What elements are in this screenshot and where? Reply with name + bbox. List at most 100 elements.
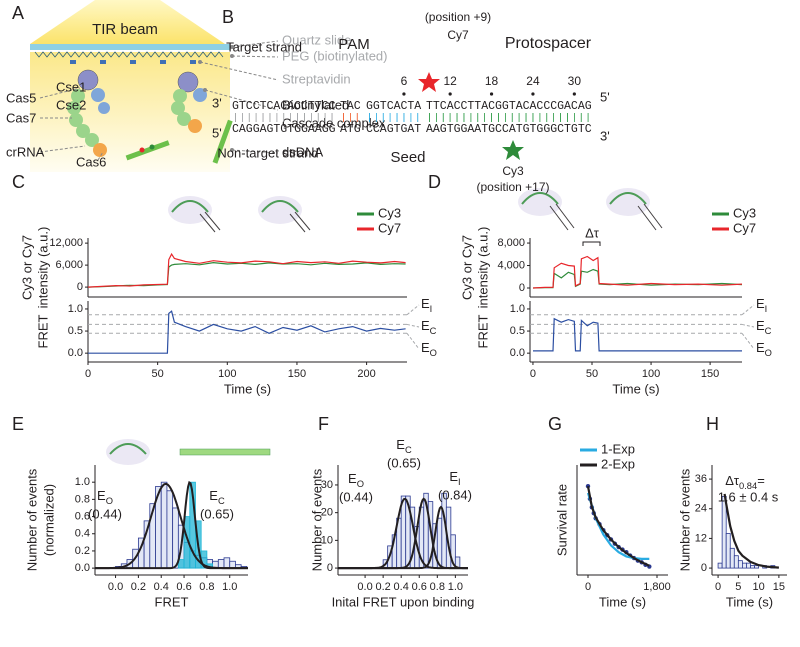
x-tick-label: 0 [585, 581, 591, 593]
sequence: ATG [340, 123, 361, 136]
protein-label: Cse1 [56, 79, 86, 94]
protein-label: Cas7 [6, 110, 36, 125]
x-axis-label: Inital FRET upon binding [332, 594, 475, 609]
streptavidin [70, 60, 196, 64]
panel-label: G [548, 414, 562, 434]
sequence: TAC [340, 100, 361, 113]
x-tick-label: 0.6 [176, 581, 191, 593]
fit-annotation-part: 0.84 [739, 481, 757, 491]
panel-label: H [706, 414, 719, 434]
x-tick-label: 0.2 [375, 581, 390, 593]
histogram-bar [717, 562, 723, 569]
y-tick-label: 30 [321, 479, 333, 491]
y-axis-label: FRET [475, 314, 490, 348]
x-tick-label: 0 [530, 368, 536, 380]
y-tick-label: 0.5 [68, 325, 83, 337]
y-axis-label: Survival rate [554, 484, 569, 556]
legend-label: 2-Exp [601, 456, 635, 471]
histogram-bar [725, 533, 731, 569]
protein-label: Cas5 [6, 90, 36, 105]
right-label: Biotinylated [282, 97, 349, 112]
peak-label-part: C [405, 445, 412, 455]
gaussian-fit [338, 505, 468, 570]
reference-leader [741, 304, 755, 316]
quartz-slide [30, 44, 230, 50]
position-number: 24 [526, 74, 540, 88]
panel-label: E [12, 414, 24, 434]
histogram-bar [754, 565, 760, 569]
peak-label-part: E [396, 437, 405, 452]
y-tick-label: 0 [77, 281, 83, 293]
fit-curve [723, 493, 779, 569]
cy7-star [418, 72, 440, 92]
position-dot [531, 92, 535, 96]
right-label: PEG (biotinylated) [282, 48, 388, 63]
x-axis-label: FRET [155, 594, 189, 609]
peg-layer [34, 51, 224, 58]
peak-label: EI [449, 469, 460, 487]
position-number: 18 [485, 74, 499, 88]
peak-value: (0.65) [387, 455, 421, 470]
y-tick-label: 12,000 [49, 237, 83, 249]
y-tick-label: 0.2 [75, 545, 90, 557]
x-tick-label: 0 [85, 368, 91, 380]
trace [532, 255, 743, 289]
x-tick-label: 1.0 [222, 581, 237, 593]
y-tick-label: 0 [519, 282, 525, 294]
right-label: Quartz slide [282, 32, 351, 47]
panel-label: F [318, 414, 329, 434]
peak-label-part: C [218, 496, 225, 506]
histogram-bar [721, 495, 727, 569]
sequence: GGTCACTA [366, 100, 421, 113]
histogram-bar [733, 555, 739, 569]
leader-dots [198, 45, 234, 152]
histogram-bar [750, 565, 755, 569]
histogram-bar [217, 559, 225, 569]
reference-label-part: I [765, 304, 768, 314]
fit-curve [586, 485, 650, 567]
x-tick-label: 50 [586, 368, 598, 380]
y-axis-label: Number of events [309, 468, 324, 571]
dsdna [125, 119, 233, 164]
sequence: GTCCTCACACCTTCC [232, 100, 336, 113]
histogram-bar [729, 547, 735, 569]
peak-value: (0.44) [339, 489, 373, 504]
reference-label-part: I [430, 304, 433, 314]
complex-cartoons [106, 188, 663, 465]
position-number: 30 [568, 74, 582, 88]
reference-label-part: E [756, 296, 765, 311]
right-label: Streptavidin [282, 71, 351, 86]
panel-label: C [12, 172, 25, 192]
fit-annotation: Δτ0.84= [725, 473, 765, 491]
strand-end: 5' [600, 89, 610, 104]
x-tick-label: 0.4 [394, 581, 409, 593]
y-axis-label: Number of events [677, 468, 692, 571]
tir-beam [30, 0, 225, 44]
x-tick-label: 100 [218, 368, 236, 380]
cascade-complex [67, 69, 207, 157]
strand-end: 3' [212, 95, 222, 110]
y-tick-label: 1.0 [75, 476, 90, 488]
fit-annotation-part: Δτ [725, 473, 740, 488]
trace [87, 252, 406, 288]
peak-label-part: E [97, 488, 106, 503]
trace [533, 317, 742, 352]
peak-label-part: O [357, 479, 364, 489]
histogram-bar [737, 560, 743, 569]
legend-label: Cy3 [378, 205, 401, 220]
reference-label-part: O [430, 348, 437, 358]
y-axis-label: (normalized) [41, 484, 56, 556]
y-tick-label: 0.0 [510, 347, 525, 359]
reference-leader [741, 323, 755, 328]
histogram-bar [166, 490, 174, 569]
y-axis-label: intensity (a.u.) [35, 227, 50, 309]
x-tick-label: 150 [288, 368, 306, 380]
y-axis-label: Number of events [24, 468, 39, 571]
histogram-bar [746, 562, 751, 569]
cy7-label: Cy7 [447, 28, 469, 42]
protein-label: crRNA [6, 144, 45, 159]
reference-label: EI [421, 296, 432, 314]
dwell-bracket [582, 241, 601, 246]
y-axis-label: intensity (a.u.) [475, 227, 490, 309]
